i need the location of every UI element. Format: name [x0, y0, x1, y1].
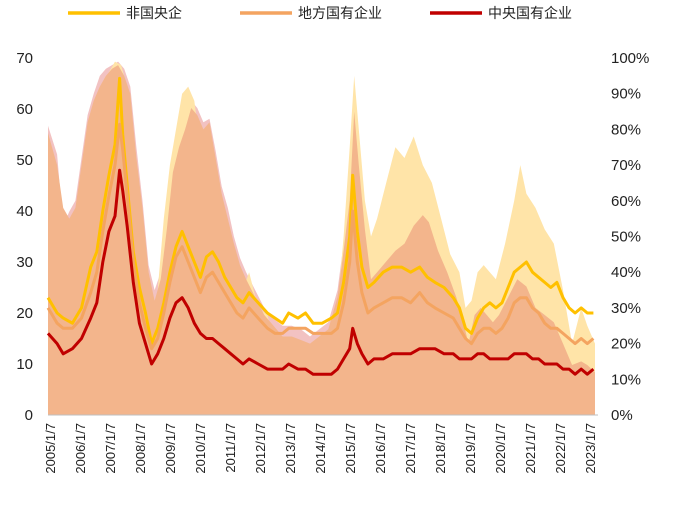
- x-tick-label: 2023/1/7: [583, 423, 598, 474]
- y-right-tick-labels: 0% 10% 20% 30% 40% 50% 60% 70% 80% 90% 100%: [611, 50, 649, 424]
- x-tick-label: 2007/1/7: [103, 423, 118, 474]
- y-right-tick-label: 60%: [611, 193, 641, 210]
- x-tick-labels: 2005/1/7 2006/1/7 2007/1/7 2008/1/7 2009/1/7…: [43, 423, 598, 474]
- legend-label: 中央国有企业: [488, 5, 572, 22]
- legend: 非国央企 地方国有企业 中央国有企业: [68, 5, 572, 22]
- x-tick-label: 2022/1/7: [553, 423, 568, 474]
- y-right-tick-label: 10%: [611, 371, 641, 388]
- x-tick-label: 2017/1/7: [403, 423, 418, 474]
- y-left-tick-label: 0: [25, 407, 33, 424]
- legend-label: 地方国有企业: [298, 5, 382, 22]
- y-right-tick-label: 0%: [611, 407, 633, 424]
- y-left-tick-label: 30: [16, 254, 33, 271]
- x-tick-label: 2008/1/7: [133, 423, 148, 474]
- series-line-1: [46, 122, 595, 351]
- y-right-tick-label: 90%: [611, 86, 641, 103]
- x-tick-label: 2013/1/7: [283, 423, 298, 474]
- x-tick-label: 2014/1/7: [313, 423, 328, 474]
- legend-label: 非国央企: [126, 5, 182, 22]
- y-right-tick-label: 100%: [611, 50, 649, 67]
- y-right-tick-label: 50%: [611, 229, 641, 246]
- x-tick-label: 2018/1/7: [433, 423, 448, 474]
- y-right-tick-label: 70%: [611, 157, 641, 174]
- x-tick-label: 2019/1/7: [463, 423, 478, 474]
- y-left-tick-label: 40: [16, 203, 33, 220]
- y-right-tick-label: 80%: [611, 121, 641, 138]
- series-layer: [46, 76, 595, 376]
- x-tick-label: 2012/1/7: [253, 423, 268, 474]
- y-left-tick-label: 10: [16, 356, 33, 373]
- x-tick-label: 2015/1/7: [343, 423, 358, 474]
- y-left-tick-label: 50: [16, 152, 33, 169]
- x-tick-label: 2011/1/7: [223, 423, 238, 473]
- x-tick-label: 2009/1/7: [163, 423, 178, 474]
- x-tick-label: 2021/1/7: [523, 423, 538, 474]
- y-left-tick-labels: 0 10 20 30 40 50 60 70: [16, 50, 33, 424]
- y-left-tick-label: 70: [16, 50, 33, 67]
- x-tick-label: 2006/1/7: [73, 423, 88, 474]
- x-tick-label: 2016/1/7: [373, 423, 388, 474]
- x-tick-label: 2005/1/7: [43, 423, 58, 474]
- y-left-tick-label: 20: [16, 305, 33, 322]
- x-tick-label: 2020/1/7: [493, 423, 508, 474]
- y-right-tick-label: 30%: [611, 300, 641, 317]
- y-right-tick-label: 20%: [611, 336, 641, 353]
- y-right-tick-label: 40%: [611, 264, 641, 281]
- y-left-tick-label: 60: [16, 101, 33, 118]
- series-line-0: [46, 76, 594, 346]
- series-line-2: [46, 168, 595, 376]
- x-tick-label: 2010/1/7: [193, 423, 208, 474]
